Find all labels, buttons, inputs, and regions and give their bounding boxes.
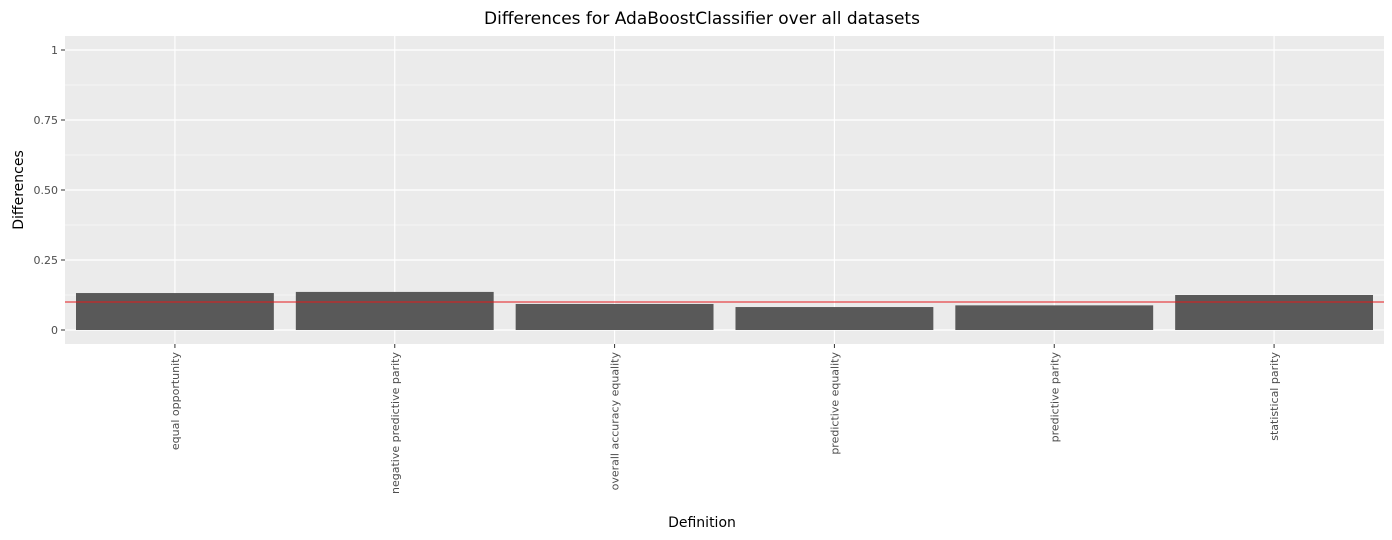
bars <box>75 291 1374 330</box>
x-tick-label: predictive parity <box>1048 352 1061 443</box>
x-axis-title: Definition <box>668 515 736 531</box>
bar-negative-predictive-parity <box>295 291 494 330</box>
y-tick-label: 1 <box>51 44 58 57</box>
x-tick-label: predictive equality <box>828 352 841 455</box>
y-tick-label: 0 <box>51 324 58 337</box>
x-tick-label: statistical parity <box>1268 352 1281 441</box>
y-tick-label: 0.25 <box>34 254 59 267</box>
x-tick-label: equal opportunity <box>169 352 182 451</box>
bar-statistical-parity <box>1175 295 1374 330</box>
bar-overall-accuracy-equality <box>515 303 714 330</box>
y-tick-label: 0.75 <box>34 114 59 127</box>
x-tick-label: negative predictive parity <box>389 352 402 494</box>
bar-predictive-equality <box>735 307 934 330</box>
y-axis: 0 0.25 0.50 0.75 1 <box>34 44 65 337</box>
x-tick-label: overall accuracy equality <box>609 352 622 491</box>
chart-title: Differences for AdaBoostClassifier over … <box>484 9 920 29</box>
y-tick-label: 0.50 <box>34 184 59 197</box>
bar-equal-opportunity <box>75 293 274 330</box>
minor-gridlines <box>65 84 1384 296</box>
bar-predictive-parity <box>955 305 1154 330</box>
x-axis: equal opportunity negative predictive par… <box>169 344 1281 494</box>
y-axis-title: Differences <box>11 150 27 229</box>
